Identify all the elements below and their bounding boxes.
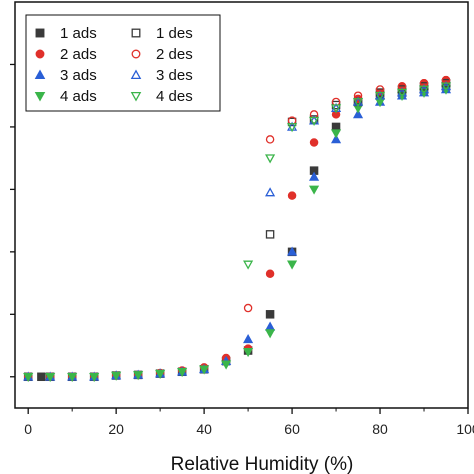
x-axis-title: Relative Humidity (%) [171,454,354,474]
series-1-ads [23,82,451,382]
data-point [199,365,210,375]
legend-label: 4 des [156,88,193,105]
data-point [265,269,275,278]
data-point [243,347,254,358]
data-point [265,230,275,239]
data-point [374,91,386,101]
series-2-des [243,75,451,313]
legend-label: 2 des [156,46,193,63]
data-point [155,369,166,379]
legend-label: 4 ads [60,88,97,105]
data-point [45,372,56,383]
series-3-ads [23,84,452,381]
legend-marker [131,28,141,38]
data-point [23,372,34,383]
data-point [330,134,342,144]
x-tick-label: 100 [456,421,474,437]
data-point [37,372,46,382]
series-4-des [243,82,452,270]
data-point [418,85,430,95]
data-point [330,129,342,139]
x-tick-label: 40 [196,421,212,437]
data-point [309,138,319,147]
legend-item: 2 ads [35,46,97,63]
data-point [177,367,188,378]
legend-label: 1 ads [60,25,97,42]
data-markers [23,75,452,383]
legend-item: 1 ads [35,25,97,42]
data-point [111,371,122,381]
x-tick-label: 80 [372,421,388,437]
legend-marker [35,28,45,38]
legend-marker [130,69,142,79]
data-point [265,154,276,164]
data-point [287,123,298,133]
data-point [265,187,276,197]
data-point [352,109,364,119]
data-point [265,310,275,319]
axes: 0 20 40 60 80 100 [10,1,474,437]
data-point [243,333,254,344]
data-point [287,260,298,270]
data-point [265,329,276,339]
x-tick-label: 60 [284,421,300,437]
data-point [396,88,408,98]
data-point [352,98,364,108]
legend-marker [35,49,45,59]
data-point [287,191,297,200]
data-point [89,372,100,383]
plot-frame [14,1,469,409]
series-2-ads [23,75,451,382]
legend-item: 4 des [130,88,193,105]
legend-marker [34,69,46,79]
legend: 1 ads 1 des 2 ads 2 des 3 ads 3 des 4 ads 4 des [25,14,221,112]
data-point [265,321,276,331]
data-point [133,371,144,381]
data-point [221,360,232,370]
legend-marker [130,92,142,102]
legend-box [25,14,221,112]
data-point [309,116,320,126]
legend-label: 1 des [156,25,193,42]
data-point [309,185,320,195]
legend-label: 3 des [156,67,193,84]
x-tick-label: 20 [108,421,124,437]
data-point [287,246,298,256]
legend-item: 4 ads [34,88,97,105]
data-point [67,372,78,383]
data-point [243,303,253,313]
legend-item: 1 des [131,25,193,42]
x-tick-label: 0 [24,421,32,437]
data-point [330,104,342,114]
legend-item: 3 des [130,67,193,84]
legend-marker [131,49,141,59]
series-4-ads [23,85,452,383]
data-point [309,171,320,181]
data-point [243,260,254,270]
legend-label: 3 ads [60,67,97,84]
legend-item: 3 ads [34,67,97,84]
legend-marker [34,92,46,102]
legend-label: 2 ads [60,46,97,63]
data-point [265,135,275,144]
data-point [440,82,452,92]
legend-item: 2 des [131,46,193,63]
